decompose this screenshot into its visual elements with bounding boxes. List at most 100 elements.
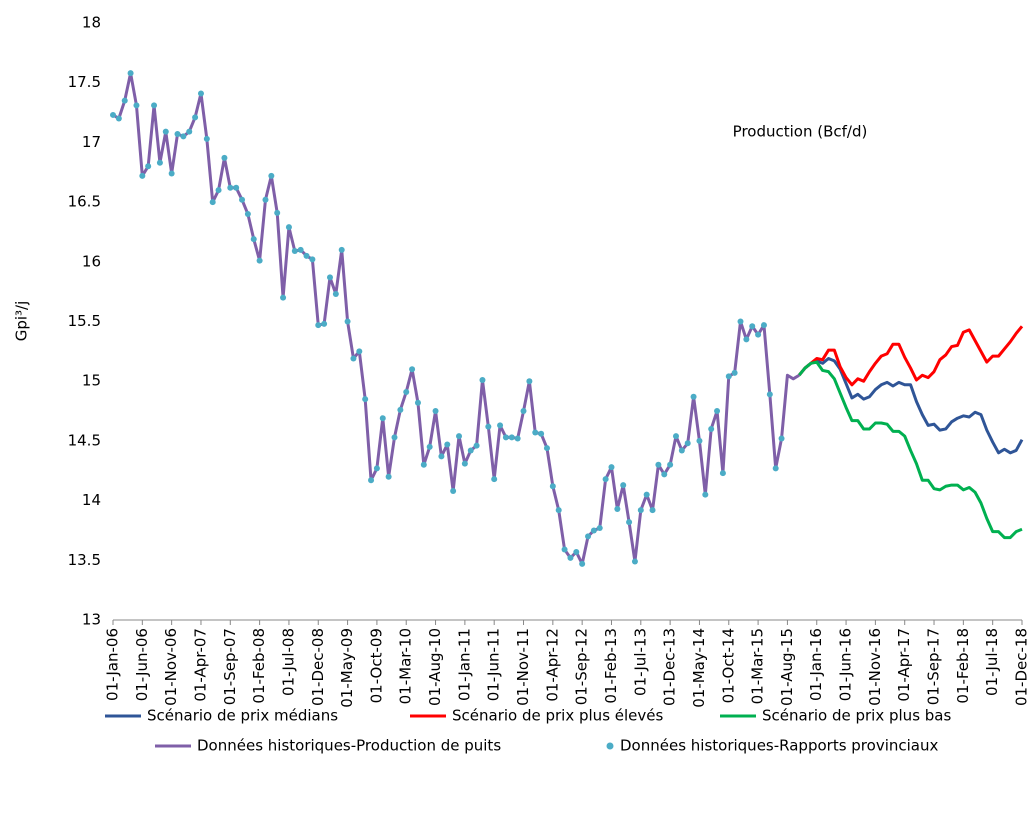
x-tick-label: 01-Dec-13	[661, 628, 679, 706]
y-tick-label: 16	[82, 252, 101, 270]
y-tick-label: 18	[82, 14, 101, 32]
data-point	[766, 391, 773, 398]
data-point	[778, 435, 785, 442]
x-tick-label: 01-Nov-06	[162, 628, 180, 706]
x-tick-label: 01-Dec-08	[309, 628, 327, 706]
data-point	[180, 133, 187, 140]
data-point	[526, 378, 533, 385]
data-point	[590, 527, 597, 534]
data-point	[403, 388, 410, 395]
x-tick-label: 01-Sep-07	[221, 628, 239, 705]
data-point	[239, 196, 246, 203]
data-point	[567, 554, 574, 561]
x-tick-label: 01-Apr-17	[895, 628, 913, 702]
data-point	[532, 429, 539, 436]
y-tick-label: 17.5	[68, 73, 101, 91]
y-tick-label: 13	[82, 611, 101, 629]
data-point	[186, 128, 193, 135]
data-point	[209, 199, 216, 206]
data-point	[168, 170, 175, 177]
data-point	[444, 441, 451, 448]
data-point	[315, 322, 322, 329]
data-point	[749, 323, 756, 330]
data-point	[309, 256, 316, 263]
data-point	[702, 491, 709, 498]
data-point	[626, 519, 633, 526]
data-line	[797, 357, 1024, 455]
data-point	[197, 90, 204, 97]
data-point	[479, 377, 486, 384]
legend-label: Scénario de prix plus bas	[762, 707, 951, 725]
data-point	[203, 135, 210, 142]
data-point	[409, 366, 416, 373]
data-point	[585, 533, 592, 540]
x-tick-label: 01-Sep-17	[925, 628, 943, 705]
data-point	[350, 355, 357, 362]
x-tick-label: 01-Feb-18	[954, 628, 972, 704]
x-tick-label: 01-Jan-16	[807, 628, 825, 701]
data-point	[321, 320, 328, 327]
data-point	[162, 128, 169, 135]
data-point	[456, 433, 463, 440]
data-point	[684, 440, 691, 447]
data-point	[156, 159, 163, 166]
data-line	[112, 71, 800, 566]
data-point	[461, 460, 468, 467]
data-point	[356, 348, 363, 355]
data-point	[473, 442, 480, 449]
x-tick-label: 01-Jun-16	[837, 628, 855, 701]
data-point	[620, 482, 627, 489]
data-point	[244, 211, 251, 218]
x-tick-label: 01-Nov-16	[866, 628, 884, 706]
data-point	[485, 423, 492, 430]
y-tick-label: 14.5	[68, 431, 101, 449]
x-tick-label: 01-Jan-06	[104, 628, 122, 701]
data-point	[508, 434, 515, 441]
legend-label: Données historiques-Production de puits	[197, 737, 501, 755]
data-point	[291, 248, 298, 255]
data-point	[221, 154, 228, 161]
y-tick-label: 16.5	[68, 193, 101, 211]
data-point	[297, 246, 304, 253]
data-point	[414, 399, 421, 406]
data-point	[614, 505, 621, 512]
x-tick-label: 01-Feb-08	[250, 628, 268, 704]
data-point	[174, 131, 181, 138]
data-point	[227, 184, 234, 191]
data-point	[262, 196, 269, 203]
data-point	[561, 546, 568, 553]
data-point	[608, 464, 615, 471]
data-point	[497, 422, 504, 429]
data-point	[420, 461, 427, 468]
data-point	[373, 465, 380, 472]
data-point	[661, 471, 668, 478]
data-point	[432, 408, 439, 415]
data-point	[543, 445, 550, 452]
x-tick-label: 01-Apr-07	[191, 628, 209, 702]
data-point	[502, 434, 509, 441]
data-point	[338, 246, 345, 253]
data-point	[514, 435, 521, 442]
x-tick-label: 01-Oct-14	[719, 628, 737, 703]
data-point	[737, 318, 744, 325]
y-tick-label: 13.5	[68, 551, 101, 569]
x-tick-label: 01-Aug-10	[426, 628, 444, 706]
legend-label: Scénario de prix plus élevés	[452, 707, 664, 725]
data-point	[649, 507, 656, 514]
data-point	[362, 396, 369, 403]
data-point	[332, 291, 339, 298]
data-point	[133, 102, 140, 109]
data-point	[385, 473, 392, 480]
data-point	[151, 102, 158, 109]
data-point	[602, 476, 609, 483]
y-tick-label: 15	[82, 372, 101, 390]
data-point	[233, 184, 240, 191]
data-point	[678, 447, 685, 454]
legend-marker	[606, 742, 614, 750]
y-tick-label: 14	[82, 491, 101, 509]
x-tick-label: 01-Apr-12	[543, 628, 561, 702]
data-point	[344, 318, 351, 325]
data-point	[285, 224, 292, 231]
data-point	[631, 558, 638, 565]
data-point	[708, 425, 715, 432]
